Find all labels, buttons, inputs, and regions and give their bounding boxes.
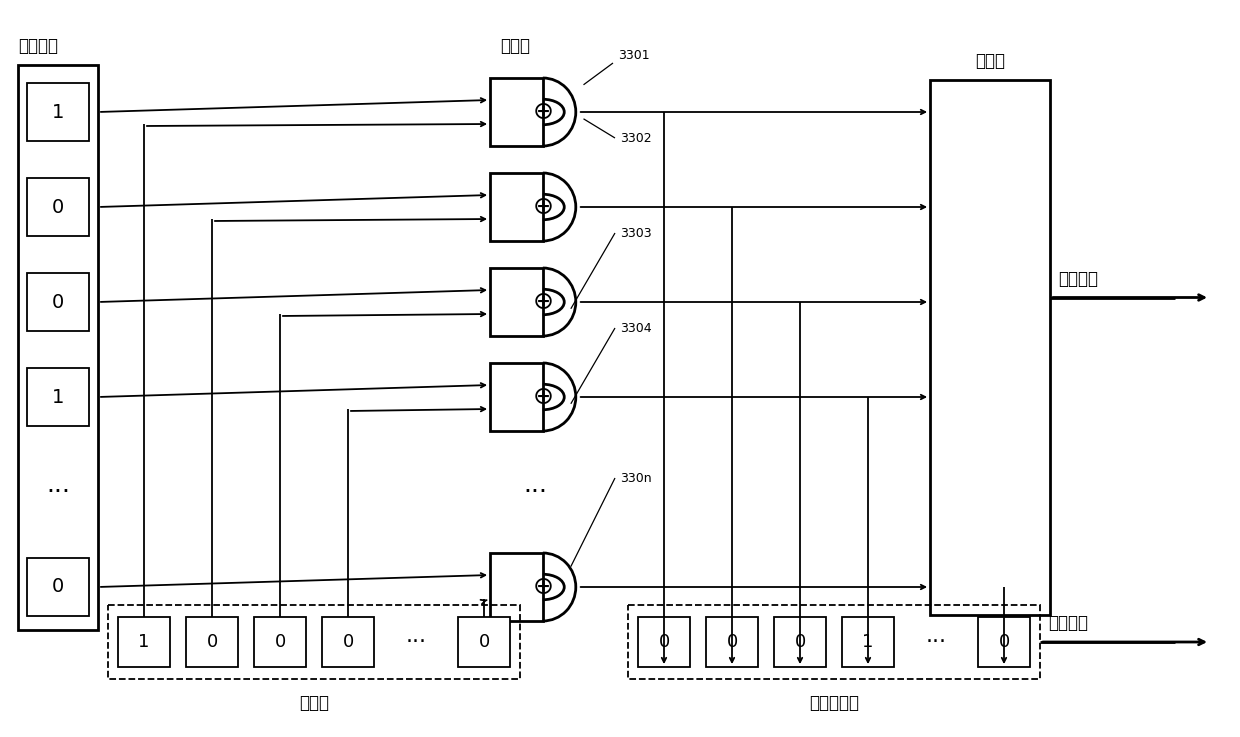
Bar xyxy=(490,268,543,336)
Bar xyxy=(19,65,98,630)
Text: 0: 0 xyxy=(206,633,218,651)
Bar xyxy=(706,617,758,667)
Bar xyxy=(186,617,238,667)
Text: 0: 0 xyxy=(727,633,738,651)
Text: 位置寄存器: 位置寄存器 xyxy=(808,694,859,712)
Text: 0: 0 xyxy=(274,633,285,651)
Text: 0: 0 xyxy=(658,633,670,651)
Text: 运算器: 运算器 xyxy=(500,37,529,55)
Bar xyxy=(978,617,1030,667)
Bar xyxy=(930,80,1050,615)
Text: 1: 1 xyxy=(52,388,64,407)
Text: $\oplus$: $\oplus$ xyxy=(532,575,553,599)
Text: $\oplus$: $\oplus$ xyxy=(532,385,553,409)
Bar xyxy=(490,553,543,621)
Text: 3301: 3301 xyxy=(618,49,650,61)
Bar xyxy=(27,178,89,236)
Bar xyxy=(627,605,1040,679)
Text: 0: 0 xyxy=(342,633,353,651)
Bar xyxy=(458,617,510,667)
Bar xyxy=(108,605,520,679)
Text: 0: 0 xyxy=(795,633,806,651)
Text: 位置输出: 位置输出 xyxy=(1048,614,1087,632)
Text: 0: 0 xyxy=(52,198,64,217)
Text: 1: 1 xyxy=(52,102,64,122)
Text: $\oplus$: $\oplus$ xyxy=(532,195,553,219)
Text: ···: ··· xyxy=(46,480,69,504)
Bar xyxy=(490,78,543,146)
Text: $\oplus$: $\oplus$ xyxy=(532,100,553,124)
Bar xyxy=(27,273,89,331)
Bar xyxy=(27,368,89,426)
Text: 3302: 3302 xyxy=(620,131,652,144)
Text: 表项行: 表项行 xyxy=(299,694,329,712)
Text: 1: 1 xyxy=(862,633,874,651)
Text: 0: 0 xyxy=(52,293,64,312)
Bar xyxy=(842,617,894,667)
Text: ···: ··· xyxy=(925,632,946,652)
Text: 关键字项: 关键字项 xyxy=(19,37,58,55)
Bar xyxy=(322,617,374,667)
Bar xyxy=(490,363,543,431)
Bar xyxy=(254,617,306,667)
Text: ···: ··· xyxy=(523,480,547,504)
Bar xyxy=(27,83,89,141)
Text: 3304: 3304 xyxy=(620,321,652,335)
Text: 0: 0 xyxy=(52,578,64,596)
Text: 330n: 330n xyxy=(620,472,652,484)
Bar xyxy=(27,558,89,616)
Text: 计数器: 计数器 xyxy=(975,52,1004,70)
Text: $\oplus$: $\oplus$ xyxy=(532,290,553,314)
Text: 计数输出: 计数输出 xyxy=(1058,270,1097,287)
Bar xyxy=(490,173,543,241)
Text: 0: 0 xyxy=(998,633,1009,651)
Text: 3303: 3303 xyxy=(620,226,652,240)
Text: ···: ··· xyxy=(405,632,427,652)
Bar xyxy=(118,617,170,667)
Text: 1: 1 xyxy=(139,633,150,651)
Bar xyxy=(639,617,689,667)
Bar xyxy=(774,617,826,667)
Text: 0: 0 xyxy=(479,633,490,651)
